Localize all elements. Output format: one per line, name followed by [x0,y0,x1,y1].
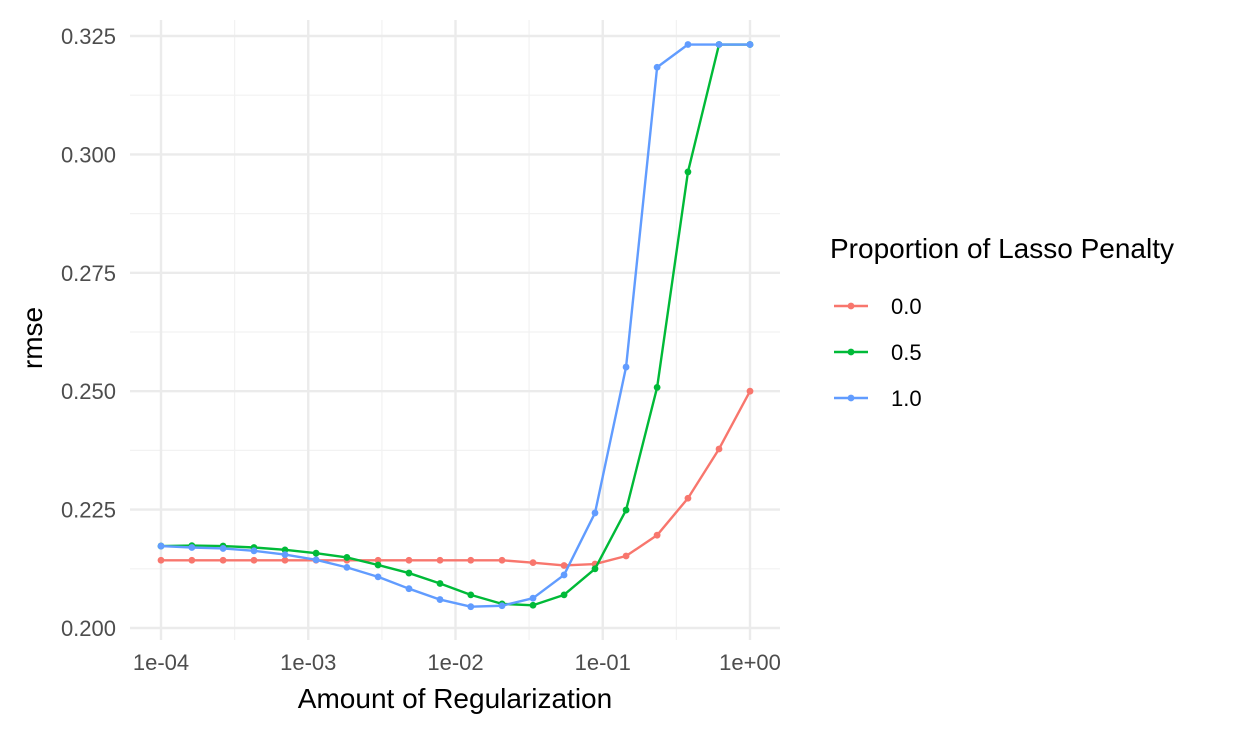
data-point [715,445,723,453]
data-point [405,569,413,577]
data-point [250,556,258,564]
legend-item: 1.0 [834,386,922,411]
data-point [374,573,382,581]
data-point [157,556,165,564]
data-point [188,556,196,564]
data-point [436,556,444,564]
data-point [281,546,289,554]
data-point [591,509,599,517]
data-point [467,556,475,564]
legend-label: 0.0 [891,294,922,319]
data-point [436,580,444,587]
data-point [405,585,413,593]
series-0.0 [157,387,754,569]
y-axis-tick-labels: 0.200 0.225 0.250 0.275 0.300 0.325 [61,24,116,641]
data-point [622,363,630,371]
data-point [591,565,599,573]
y-tick-label: 0.225 [61,498,116,523]
legend: Proportion of Lasso Penalty 0.0 0.5 1.0 [830,233,1174,411]
data-point [188,544,196,551]
legend-title: Proportion of Lasso Penalty [830,233,1174,264]
x-tick-label: 1e-04 [133,650,189,675]
data-point [374,556,382,564]
data-point [653,63,661,71]
series-line [161,390,752,567]
y-tick-label: 0.275 [61,261,116,286]
data-point [560,591,568,599]
major-gridlines [130,20,780,640]
data-point [219,556,227,564]
data-point [529,594,537,602]
y-axis-title: rmse [17,307,48,369]
data-point [560,562,568,569]
series-line [160,43,750,608]
series-line [160,43,750,607]
x-axis-title: Amount of Regularization [298,683,612,714]
data-point [374,561,382,569]
x-tick-label: 1e-03 [280,650,336,675]
data-point [498,602,506,610]
data-point [312,556,320,564]
data-point [157,542,165,550]
data-point [529,559,537,567]
legend-key-point [847,302,855,310]
data-point [653,531,661,539]
series-layer [157,41,754,611]
data-point [746,41,754,48]
legend-label: 0.5 [891,340,922,365]
data-point [343,554,351,561]
data-point [529,601,537,609]
y-tick-label: 0.250 [61,379,116,404]
legend-key-point [847,394,855,402]
y-tick-label: 0.300 [61,142,116,167]
legend-key-point [847,348,855,356]
data-point [467,603,475,611]
x-axis-tick-labels: 1e-04 1e-03 1e-02 1e-01 1e+00 [133,650,781,675]
legend-item: 0.0 [834,294,922,319]
x-tick-label: 1e+00 [719,650,781,675]
data-point [281,556,289,564]
data-point [653,384,661,391]
data-point [219,545,227,552]
x-tick-label: 1e-02 [427,650,483,675]
data-point [436,596,444,603]
legend-label: 1.0 [891,386,922,411]
data-point [312,549,320,557]
data-point [622,506,630,514]
x-tick-label: 1e-01 [575,650,631,675]
data-point [684,168,692,176]
y-tick-label: 0.200 [61,616,116,641]
data-point [622,552,630,560]
data-point [343,563,351,571]
data-point [715,41,723,48]
data-point [746,387,754,395]
y-tick-label: 0.325 [61,24,116,49]
data-point [684,494,692,502]
data-point [498,556,506,564]
data-point [405,556,413,564]
data-point [250,547,258,555]
series-1.0 [157,41,754,611]
data-point [684,41,692,48]
data-point [467,591,475,599]
legend-item: 0.5 [834,340,922,365]
data-point [560,571,568,579]
data-point [281,551,289,558]
